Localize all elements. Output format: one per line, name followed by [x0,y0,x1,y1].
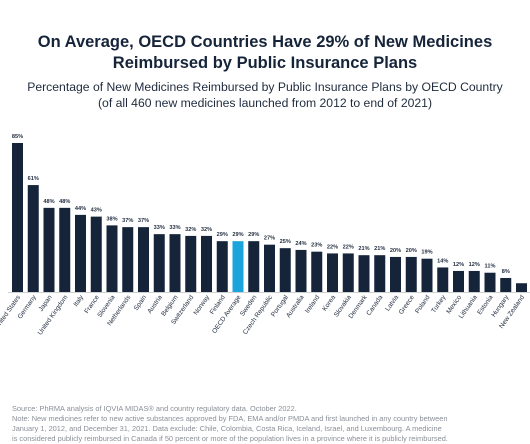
bar-germany [27,185,39,292]
value-label: 37% [138,218,149,224]
value-label: 8% [502,269,510,275]
subtitle-line-1: Percentage of New Medicines Reimbursed b… [27,80,503,94]
bar-spain [138,227,149,292]
bar-lithuania [468,270,480,292]
value-label: 48% [43,199,54,205]
value-label: 19% [421,250,432,256]
bar-denmark [358,255,370,292]
bar-slovenia [106,225,118,292]
value-label: 21% [374,246,385,252]
bar-chart: 85%United States61%Germany48%Japan48%Uni… [0,134,530,337]
category-label: Ireland [304,294,321,315]
value-label: 21% [358,246,369,252]
bar-mexico [453,270,464,292]
bar-greece [405,256,417,292]
value-label: 61% [28,176,39,182]
bar-sweden [248,241,260,292]
bar-japan [43,207,55,292]
bar-united-kingdom [59,207,71,292]
bar-latvia [390,256,401,292]
bar-norway [201,235,212,292]
chart-title: On Average, OECD Countries Have 29% of N… [0,32,530,74]
bar-netherlands [122,227,134,292]
value-label: 25% [280,239,291,245]
bar-czech-republic [264,244,275,292]
value-label: 48% [59,199,70,205]
category-label: Greece [398,294,416,316]
category-label: Spain [133,294,149,312]
bar-estonia [484,272,496,292]
source-line-1: Source: PhRMA analysis of IQVIA MIDAS® a… [12,404,297,413]
category-label: Norway [193,294,212,317]
source-line-4: is considered publicly reimbursed in Can… [12,434,448,443]
bar-france [90,216,102,292]
bar-italy [75,214,86,292]
bar-belgium [169,234,181,292]
value-label: 14% [437,258,448,264]
value-label: 38% [106,216,117,222]
value-label: 32% [201,227,212,233]
source-line-2: Note: New medicines refer to new active … [12,414,448,423]
value-label: 22% [327,244,338,250]
value-label: 33% [169,225,180,231]
bar-switzerland [185,235,197,292]
category-label: Canada [365,294,384,317]
category-label: Latvia [384,294,400,313]
value-label: 12% [469,262,480,268]
bar-hungary [500,277,512,292]
bar-slovakia [342,253,354,292]
value-label: 33% [154,225,165,231]
bar-portugal [279,248,291,292]
value-label: 12% [453,262,464,268]
bar-finland [216,241,228,292]
bar-poland [421,258,433,292]
bar-korea [327,253,338,292]
category-label: Poland [414,294,432,315]
chart-title-text: On Average, OECD Countries Have 29% of N… [37,33,493,72]
value-label: 24% [295,241,306,247]
value-label: 23% [311,243,322,249]
value-label: 27% [264,236,275,242]
category-label: Italy [72,294,85,308]
bar-australia [295,249,307,292]
value-label: 20% [406,248,417,254]
bar-new-zealand [516,283,527,292]
value-label: 29% [248,232,259,238]
bar-canada [374,255,386,292]
category-label: Korea [321,294,337,313]
bar-ireland [311,251,323,292]
subtitle-line-2: (of all 460 new medicines launched from … [97,96,432,110]
bar-turkey [437,267,449,292]
value-label: 85% [12,134,23,140]
value-label: 29% [217,232,228,238]
bar-austria [153,234,165,292]
value-label: 11% [485,264,496,270]
value-label: 44% [75,206,86,212]
source-note: Source: PhRMA analysis of IQVIA MIDAS® a… [12,404,527,444]
value-label: 29% [232,232,243,238]
category-label: United Kingdom [37,294,70,337]
value-label: 22% [343,244,354,250]
value-label: 32% [185,227,196,233]
bar-united-states [12,142,23,292]
chart-subtitle: Percentage of New Medicines Reimbursed b… [0,79,530,111]
source-line-3: January 1, 2012, and December 31, 2021. … [12,424,442,433]
bar-oecd-average [232,241,244,292]
value-label: 20% [390,248,401,254]
value-label: 37% [122,218,133,224]
value-label: 43% [91,208,102,214]
